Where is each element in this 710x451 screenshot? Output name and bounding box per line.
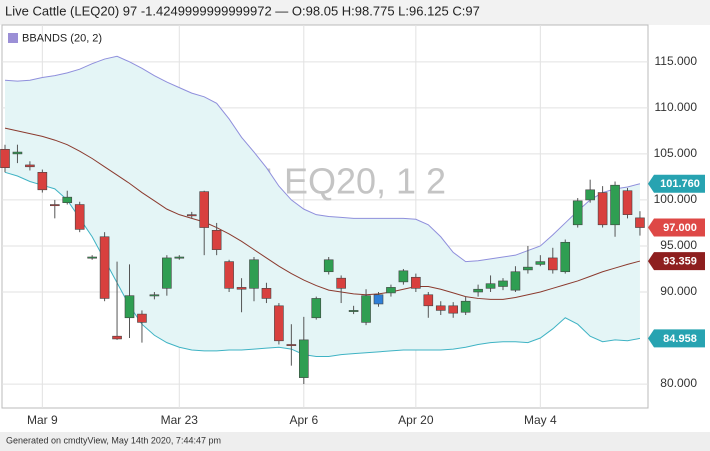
candle-body — [0, 148, 10, 169]
candle-body — [12, 151, 23, 155]
y-tick-label: 110.000 — [655, 100, 698, 114]
candle-body — [25, 164, 35, 168]
x-tick-label: Apr 6 — [289, 413, 318, 427]
candle-body — [274, 305, 284, 342]
candle-body — [112, 335, 122, 340]
x-tick-label: Apr 20 — [398, 413, 434, 427]
candle-body — [635, 217, 645, 228]
candle-body — [49, 204, 60, 207]
candle-body — [585, 189, 595, 201]
candle-body — [174, 256, 185, 259]
candle-body — [535, 261, 546, 265]
candle-body — [249, 259, 259, 289]
band-line — [4, 127, 641, 300]
candle-body — [572, 200, 583, 226]
candle-body — [286, 344, 297, 346]
x-tick-label: May 4 — [524, 413, 557, 427]
y-tick-label: 90.000 — [660, 284, 697, 298]
candle-body — [597, 192, 608, 226]
legend-swatch — [8, 33, 18, 43]
candle-body — [460, 300, 471, 313]
header-bar — [0, 0, 710, 25]
candle-body — [323, 259, 334, 273]
candle-body — [37, 172, 48, 191]
candle-body — [137, 313, 147, 323]
x-tick-label: Mar 9 — [27, 413, 58, 427]
value-badge-label: 93.359 — [663, 255, 697, 267]
candle-body — [423, 294, 434, 307]
candle-body — [547, 257, 558, 271]
candle-body — [348, 310, 359, 312]
plot: 80.000 90.000 95.000 100.000 105.000 110.000 1… — [0, 25, 705, 427]
candle-body — [622, 190, 633, 215]
candle-body — [610, 184, 620, 226]
candle-body — [386, 287, 396, 294]
value-badge — [648, 218, 705, 237]
candle-body — [523, 266, 533, 271]
band-line — [4, 171, 641, 357]
candle-body — [361, 295, 371, 323]
candle-body — [498, 280, 508, 287]
band-line — [4, 55, 641, 263]
y-tick-label: 100.000 — [654, 192, 698, 206]
value-badge-label: 84.958 — [663, 333, 697, 345]
candle-body — [261, 288, 272, 299]
value-badge-label: 101.760 — [660, 178, 700, 190]
candle-body — [199, 191, 209, 228]
value-badge — [648, 252, 705, 271]
candle-body — [560, 241, 571, 273]
candle-body — [186, 214, 197, 217]
candle-body — [473, 288, 483, 293]
candle-body — [236, 287, 247, 290]
legend-label: BBANDS (20, 2) — [22, 32, 102, 44]
candle-body — [211, 230, 222, 250]
candle-body — [411, 276, 421, 289]
y-tick-label: 115.000 — [655, 54, 698, 68]
candle-body — [74, 204, 85, 230]
candle-body — [224, 261, 234, 289]
chart-title: Live Cattle (LEQ20) 97 -1.42499999999999… — [5, 3, 480, 18]
candle-body — [311, 298, 322, 319]
value-badge — [648, 174, 705, 193]
watermark: LEQ20, 1 2 — [264, 161, 446, 202]
candle-body — [99, 236, 110, 299]
candle-body — [149, 294, 160, 297]
candle-body — [398, 270, 409, 283]
y-tick-label: 80.000 — [660, 376, 697, 390]
footer: Generated on cmdtyView, May 14th 2020, 7… — [6, 435, 221, 445]
candle-body — [435, 305, 446, 311]
value-badge-label: 97.000 — [663, 222, 697, 234]
candle-body — [485, 283, 496, 289]
y-tick-label: 95.000 — [660, 238, 697, 252]
candle-body — [162, 257, 172, 289]
candle-body — [124, 295, 135, 319]
candle-body — [373, 294, 384, 305]
candle-body — [510, 271, 521, 291]
y-tick-label: 105.000 — [654, 146, 698, 160]
candle-body — [298, 339, 309, 378]
candle-body — [62, 196, 73, 203]
x-tick-label: Mar 23 — [161, 413, 199, 427]
candle-body — [87, 256, 97, 259]
candle-body — [448, 305, 459, 314]
value-badge — [648, 329, 705, 348]
footer-bar — [0, 432, 710, 451]
candle-body — [336, 277, 346, 289]
